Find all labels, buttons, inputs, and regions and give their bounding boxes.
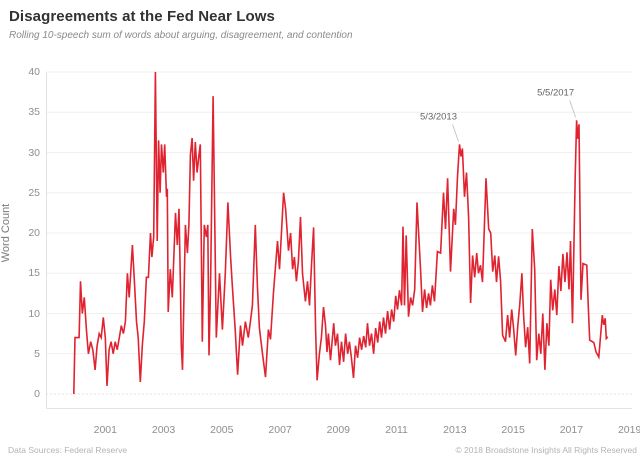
x-tick-label: 2007 — [268, 424, 292, 436]
y-tick-label: 15 — [28, 267, 40, 280]
x-tick-label: 2005 — [210, 424, 234, 436]
x-tick-label: 2003 — [151, 424, 176, 436]
x-tick-label: 2015 — [501, 424, 525, 436]
x-tick-label: 2001 — [93, 424, 117, 436]
y-tick-label: 30 — [28, 146, 40, 159]
annotation-5-3-2013: 5/3/2013 — [420, 111, 458, 123]
page-title: Disagreements at the Fed Near Lows — [9, 8, 275, 25]
word-count-line — [73, 71, 609, 395]
y-tick-label: 40 — [28, 66, 40, 78]
y-tick-label: 0 — [34, 388, 40, 400]
x-tick-label: 2019 — [617, 424, 640, 436]
x-tick-label: 2011 — [385, 424, 408, 436]
copyright-note: © 2018 Broadstone Insights All Rights Re… — [455, 445, 637, 455]
x-tick-label: 2009 — [326, 424, 350, 436]
y-tick-label: 20 — [28, 227, 40, 239]
y-tick-label: 35 — [28, 106, 40, 119]
annotation-5-5-2017: 5/5/2017 — [537, 87, 575, 99]
y-tick-label: 5 — [34, 347, 40, 360]
x-tick-label: 2013 — [443, 424, 467, 436]
y-tick-label: 10 — [28, 307, 40, 320]
y-tick-label: 25 — [28, 186, 40, 199]
data-source-note: Data Sources: Federal Reserve — [8, 445, 128, 455]
page-subtitle: Rolling 10-speech sum of words about arg… — [9, 30, 353, 41]
x-tick-label: 2017 — [559, 424, 584, 436]
